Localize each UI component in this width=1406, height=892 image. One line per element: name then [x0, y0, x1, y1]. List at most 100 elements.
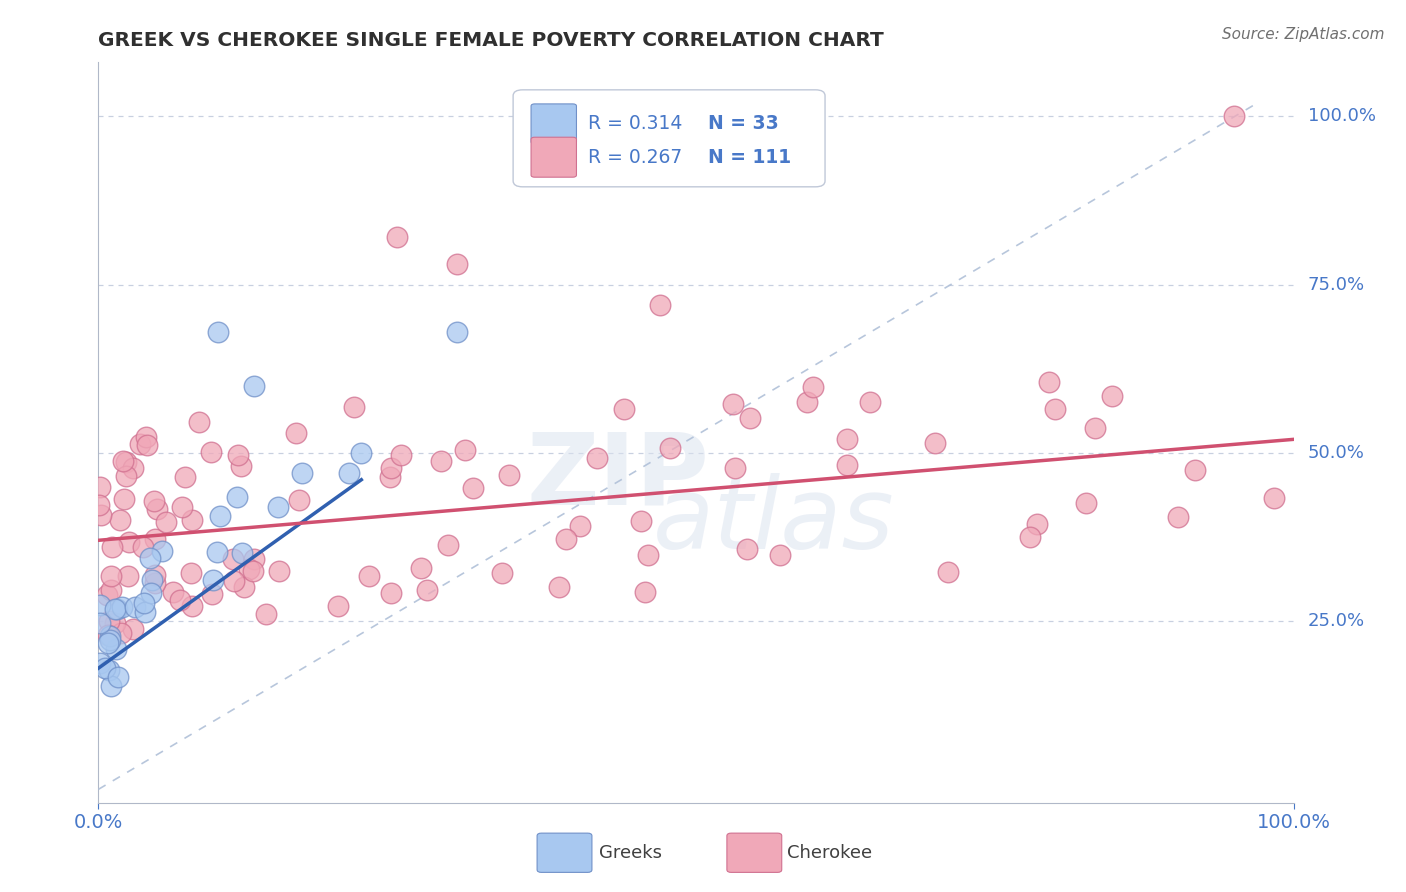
Point — [89, 508, 111, 523]
Point — [548, 580, 571, 594]
Point — [685, 95, 707, 110]
Point — [201, 586, 224, 600]
Point — [100, 582, 122, 597]
Point — [446, 325, 468, 339]
Point — [104, 641, 127, 656]
Point — [107, 670, 129, 684]
Point — [1084, 420, 1107, 434]
Point — [380, 586, 402, 600]
Point — [181, 599, 204, 614]
Text: Greeks: Greeks — [599, 844, 662, 862]
Text: Cherokee: Cherokee — [787, 844, 873, 862]
Point — [207, 325, 229, 339]
Point — [634, 585, 657, 599]
Point — [796, 394, 818, 409]
Point — [326, 599, 349, 613]
Point — [104, 602, 127, 616]
Point — [232, 580, 254, 594]
Point — [205, 545, 228, 559]
Point — [226, 448, 249, 462]
Text: Source: ZipAtlas.com: Source: ZipAtlas.com — [1222, 27, 1385, 42]
Text: 100.0%: 100.0% — [1308, 107, 1376, 125]
Point — [454, 442, 477, 457]
Point — [238, 562, 260, 576]
Point — [89, 656, 111, 670]
Point — [129, 437, 152, 451]
Point — [648, 298, 672, 312]
Point — [111, 454, 134, 468]
Point — [554, 533, 576, 547]
Point — [146, 501, 169, 516]
FancyBboxPatch shape — [531, 137, 576, 178]
Point — [409, 561, 432, 575]
Point — [769, 548, 792, 562]
Point — [498, 468, 520, 483]
Point — [155, 515, 177, 529]
Point — [446, 257, 468, 271]
Point — [169, 592, 191, 607]
Point — [115, 455, 138, 469]
Point — [1038, 375, 1060, 389]
Point — [242, 564, 264, 578]
Point — [380, 461, 402, 475]
Point — [463, 481, 485, 495]
Point — [637, 548, 659, 562]
Point — [97, 627, 120, 641]
Text: atlas: atlas — [652, 473, 894, 570]
Point — [100, 679, 122, 693]
Point — [162, 584, 184, 599]
Point — [131, 541, 153, 555]
Point — [180, 566, 202, 581]
Point — [359, 569, 381, 583]
Point — [1025, 517, 1047, 532]
Point — [738, 410, 761, 425]
Point — [105, 602, 128, 616]
Point — [98, 614, 121, 628]
Point — [1184, 463, 1206, 477]
Point — [222, 574, 245, 588]
Text: 75.0%: 75.0% — [1308, 276, 1365, 293]
Point — [569, 518, 592, 533]
Text: R = 0.267: R = 0.267 — [589, 148, 683, 167]
Point — [1019, 530, 1042, 544]
Point — [254, 607, 277, 621]
Point — [104, 615, 127, 630]
Text: N = 111: N = 111 — [709, 148, 792, 167]
Point — [267, 564, 290, 578]
Point — [96, 588, 118, 602]
Point — [229, 459, 252, 474]
Point — [122, 622, 145, 636]
Point — [343, 400, 366, 414]
FancyBboxPatch shape — [531, 103, 576, 144]
Point — [491, 566, 513, 581]
Point — [385, 230, 409, 244]
Point — [613, 401, 636, 416]
Text: 25.0%: 25.0% — [1308, 612, 1365, 630]
Point — [110, 626, 132, 640]
Point — [122, 460, 145, 475]
Point — [285, 426, 308, 441]
Point — [429, 453, 451, 467]
Point — [143, 493, 166, 508]
Point — [1074, 496, 1097, 510]
Point — [202, 573, 225, 587]
Point — [143, 533, 166, 547]
Point — [98, 633, 121, 648]
Point — [89, 480, 111, 494]
Point — [724, 460, 747, 475]
Point — [1045, 402, 1067, 417]
Point — [221, 552, 243, 566]
Point — [243, 552, 266, 566]
Point — [1167, 509, 1189, 524]
Text: GREEK VS CHEROKEE SINGLE FEMALE POVERTY CORRELATION CHART: GREEK VS CHEROKEE SINGLE FEMALE POVERTY … — [98, 30, 884, 50]
Point — [291, 466, 314, 480]
Point — [100, 568, 122, 582]
Point — [150, 544, 173, 558]
Point — [115, 468, 138, 483]
Point — [89, 615, 111, 630]
Point — [735, 541, 758, 556]
Point — [173, 470, 195, 484]
Text: 50.0%: 50.0% — [1308, 444, 1365, 462]
Point — [801, 379, 824, 393]
Point — [110, 513, 132, 527]
